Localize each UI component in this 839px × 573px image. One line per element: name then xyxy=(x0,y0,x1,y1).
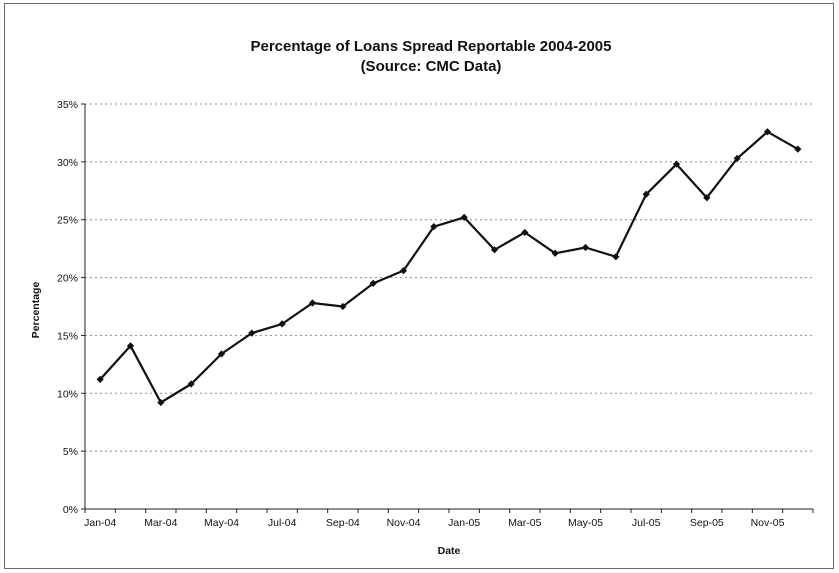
data-point xyxy=(794,145,802,153)
data-point xyxy=(703,194,711,202)
data-point xyxy=(733,154,741,162)
x-tick-label: Nov-04 xyxy=(387,517,421,529)
x-tick-label: Jan-04 xyxy=(84,517,116,529)
series-layer xyxy=(96,128,802,407)
y-tick-label: 0% xyxy=(63,504,78,516)
x-tick-label: Jul-04 xyxy=(268,517,297,529)
y-axis-ticks: 0% 5% 10% 15% 20% 25% 30% 35% xyxy=(57,99,85,516)
data-point xyxy=(96,375,104,383)
data-point xyxy=(157,398,165,407)
data-point xyxy=(430,223,438,231)
x-tick-label: May-04 xyxy=(204,517,239,529)
data-point xyxy=(672,160,681,168)
y-tick-label: 15% xyxy=(57,330,78,342)
y-tick-label: 20% xyxy=(57,273,78,285)
y-tick-label: 5% xyxy=(63,446,78,458)
chart-frame: Percentage of Loans Spread Reportable 20… xyxy=(4,3,834,569)
data-point xyxy=(339,302,347,311)
data-point xyxy=(369,279,377,287)
x-tick-label: Jan-05 xyxy=(448,517,480,529)
data-point xyxy=(308,299,317,307)
x-tick-label: Mar-05 xyxy=(508,517,541,529)
data-point xyxy=(217,350,226,358)
data-point xyxy=(490,246,499,254)
x-axis-title: Date xyxy=(438,545,461,557)
y-tick-label: 10% xyxy=(57,388,78,400)
x-tick-label: May-05 xyxy=(568,517,603,529)
y-axis-title: Percentage xyxy=(30,282,42,339)
chart-title: Percentage of Loans Spread Reportable 20… xyxy=(251,38,612,55)
data-point xyxy=(248,329,256,337)
data-point xyxy=(581,243,590,252)
chart-subtitle: (Source: CMC Data) xyxy=(361,58,502,75)
y-tick-label: 35% xyxy=(57,99,78,111)
data-point xyxy=(763,128,772,136)
data-point xyxy=(612,253,620,261)
data-point xyxy=(642,190,650,198)
x-tick-label: Nov-05 xyxy=(751,517,785,529)
data-point xyxy=(399,267,408,275)
x-tick-label: Mar-04 xyxy=(144,517,177,529)
y-tick-label: 25% xyxy=(57,215,78,227)
x-axis-ticks: Jan-04 Mar-04 May-04 Jul-04 Sep-04 Nov-04 Jan-… xyxy=(84,509,814,529)
gridlines xyxy=(85,103,813,452)
x-tick-label: Sep-04 xyxy=(326,517,360,529)
data-point xyxy=(521,228,529,237)
plot-area xyxy=(85,104,813,509)
data-point xyxy=(126,342,135,350)
chart-canvas: Percentage of Loans Spread Reportable 20… xyxy=(30,38,814,557)
data-point xyxy=(551,249,559,257)
data-point xyxy=(187,380,195,388)
y-tick-label: 30% xyxy=(57,157,78,169)
series-line xyxy=(99,130,799,404)
x-tick-label: Jul-05 xyxy=(632,517,661,529)
data-point xyxy=(460,213,468,221)
data-point xyxy=(278,320,286,328)
x-tick-label: Sep-05 xyxy=(690,517,724,529)
